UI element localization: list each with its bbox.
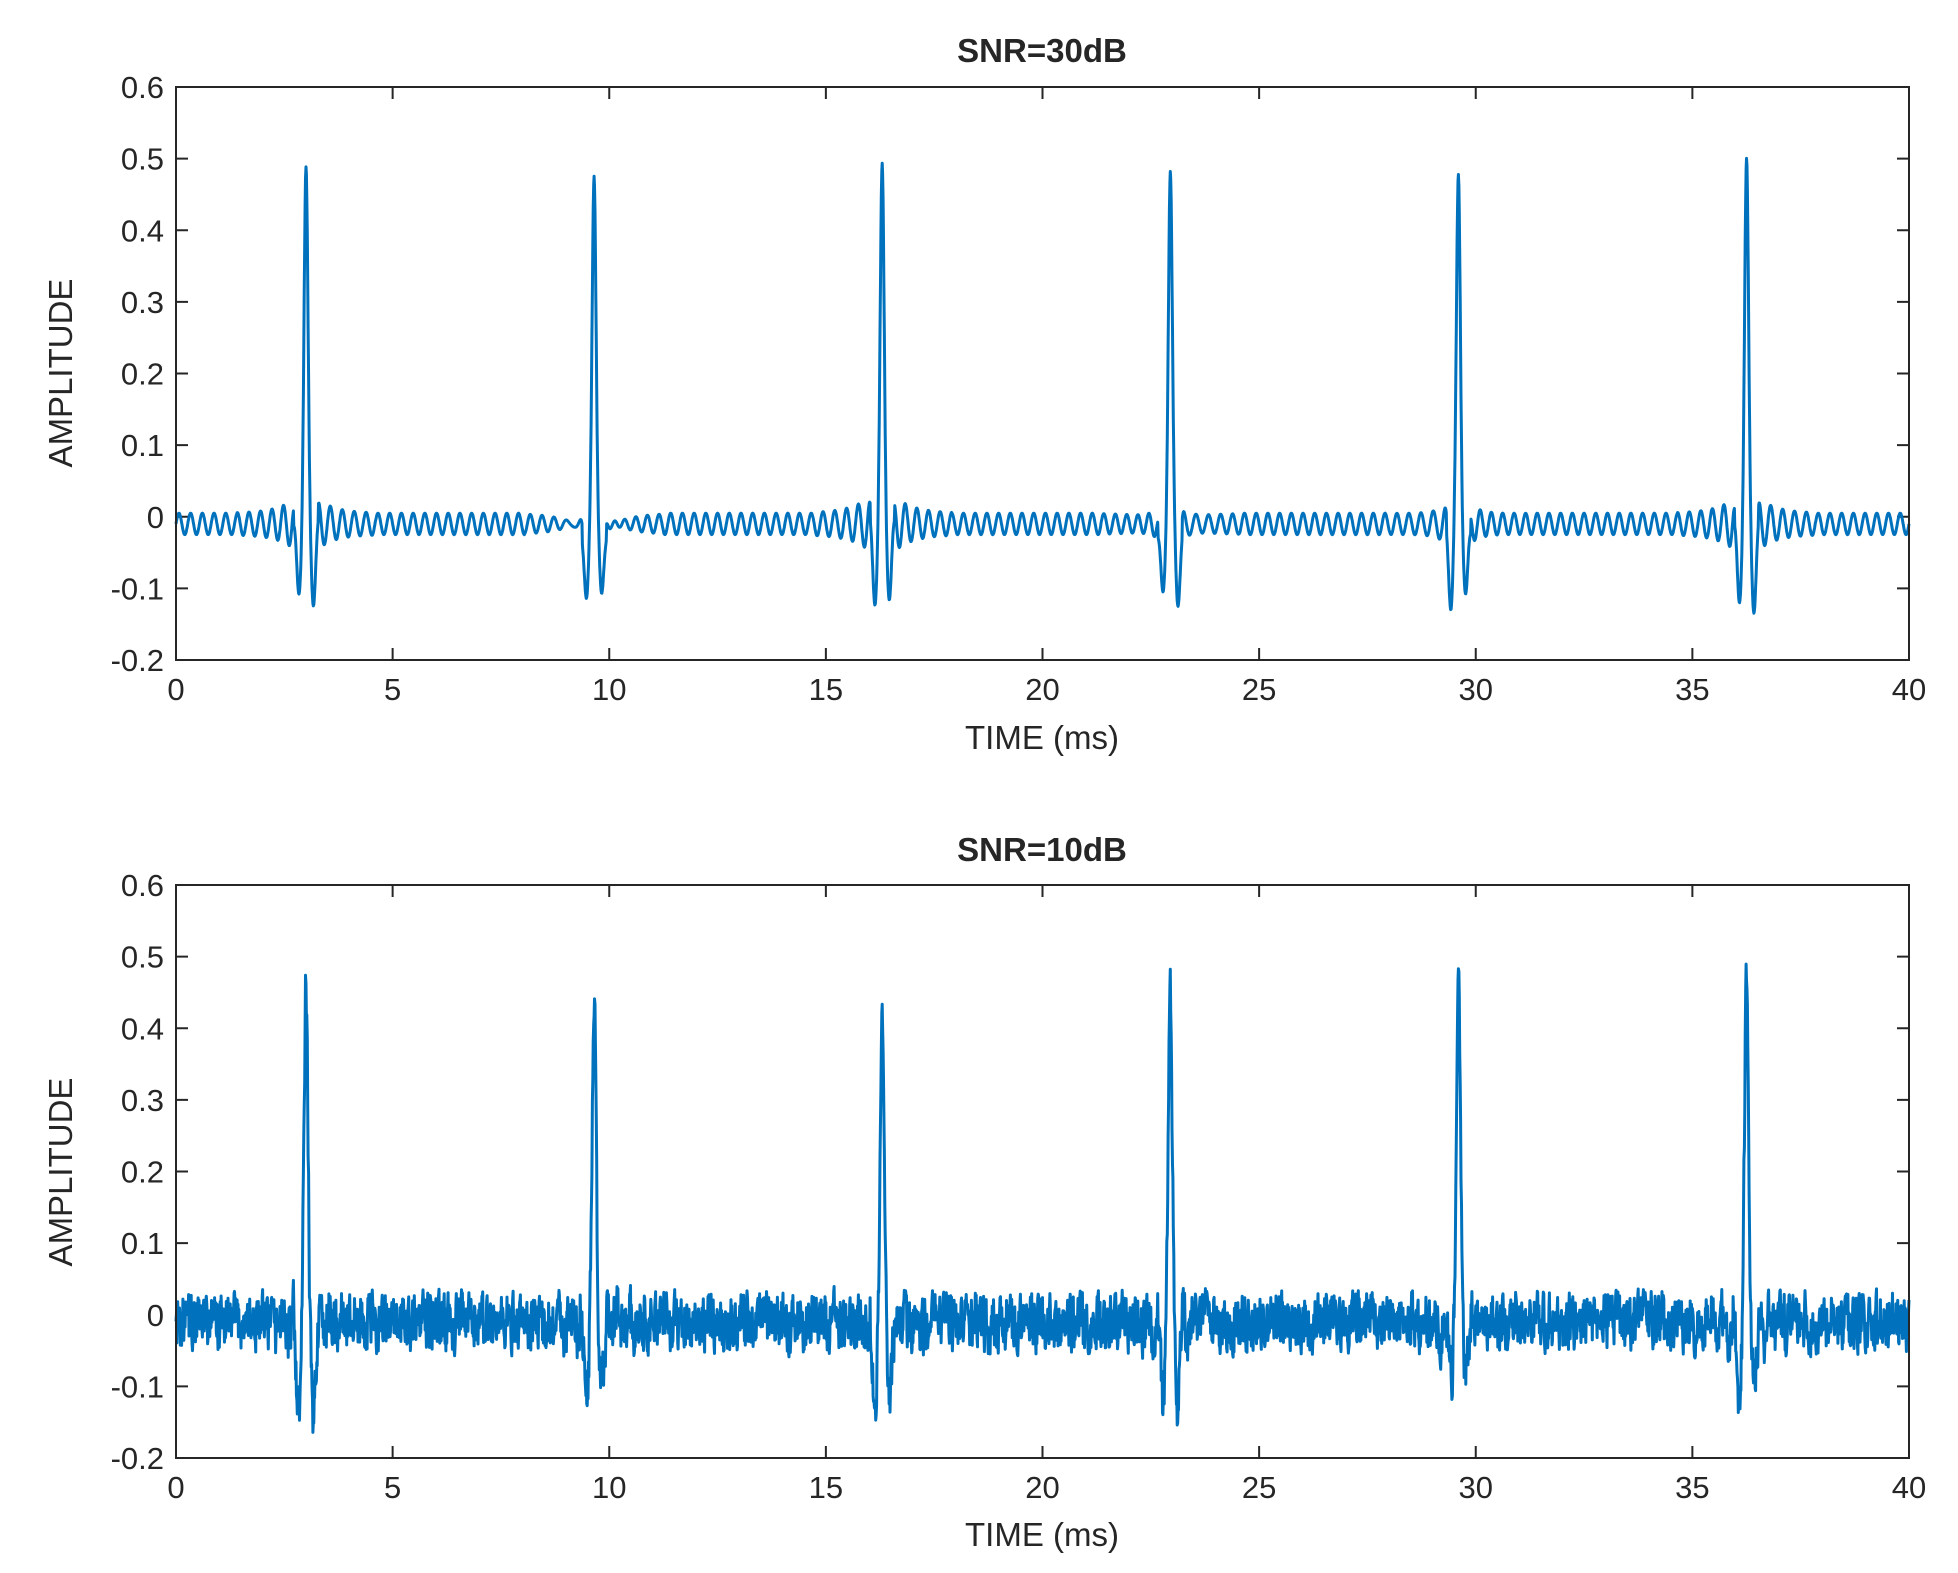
x-tick-label: 30 xyxy=(1459,1470,1493,1505)
y-tick-label: 0.2 xyxy=(121,357,164,392)
chart-title: SNR=10dB xyxy=(957,831,1127,868)
x-tick-label: 10 xyxy=(592,1470,626,1505)
plot-area-frame xyxy=(175,86,1910,661)
x-tick-label: 15 xyxy=(809,672,843,707)
tick-marks xyxy=(175,86,1910,661)
x-axis-label: TIME (ms) xyxy=(965,719,1119,756)
y-tick-labels: -0.2 -0.1 0 0.1 0.2 0.3 0.4 0.5 0.6 xyxy=(111,868,164,1476)
y-tick-label: -0.2 xyxy=(111,643,164,678)
subplot-top: SNR=30dB -0.2 -0.1 0 0.1 0.2 0.3 0.4 0.5 0.6 0 5 1… xyxy=(42,32,1926,756)
subplot-bottom: SNR=10dB -0.2 -0.1 0 0.1 0.2 0.3 0.4 0.5 0.6 0 5 1… xyxy=(42,831,1926,1553)
x-tick-label: 10 xyxy=(592,672,626,707)
y-tick-label: 0.3 xyxy=(121,1083,164,1118)
y-tick-label: -0.1 xyxy=(111,1369,164,1404)
y-tick-label: 0.6 xyxy=(121,868,164,903)
x-tick-label: 20 xyxy=(1025,1470,1059,1505)
y-tick-label: -0.2 xyxy=(111,1441,164,1476)
x-axis-label: TIME (ms) xyxy=(965,1516,1119,1553)
x-tick-label: 35 xyxy=(1675,672,1709,707)
x-tick-label: 25 xyxy=(1242,1470,1276,1505)
y-tick-label: 0.1 xyxy=(121,1226,164,1261)
x-tick-labels: 0 5 10 15 20 25 30 35 40 xyxy=(167,1470,1926,1505)
x-tick-label: 25 xyxy=(1242,672,1276,707)
y-axis-label: AMPLITUDE xyxy=(42,1078,79,1267)
y-tick-label: 0.4 xyxy=(121,1011,164,1046)
x-tick-label: 30 xyxy=(1459,672,1493,707)
x-tick-label: 35 xyxy=(1675,1470,1709,1505)
y-tick-label: 0 xyxy=(147,1298,164,1333)
y-tick-label: 0.6 xyxy=(121,70,164,105)
x-tick-label: 5 xyxy=(384,672,401,707)
series-line xyxy=(174,156,1911,615)
x-tick-label: 0 xyxy=(167,672,184,707)
y-tick-labels: -0.2 -0.1 0 0.1 0.2 0.3 0.4 0.5 0.6 xyxy=(111,70,164,678)
tick-marks xyxy=(175,884,1910,1459)
plot-area-frame xyxy=(175,884,1910,1459)
x-tick-label: 40 xyxy=(1892,1470,1926,1505)
x-tick-label: 15 xyxy=(809,1470,843,1505)
y-tick-label: 0.5 xyxy=(121,940,164,975)
x-tick-label: 40 xyxy=(1892,672,1926,707)
y-tick-label: 0 xyxy=(147,500,164,535)
y-tick-label: 0.1 xyxy=(121,428,164,463)
series-line xyxy=(174,962,1911,1434)
x-tick-labels: 0 5 10 15 20 25 30 35 40 xyxy=(167,672,1926,707)
x-tick-label: 5 xyxy=(384,1470,401,1505)
y-tick-label: -0.1 xyxy=(111,571,164,606)
y-tick-label: 0.2 xyxy=(121,1155,164,1190)
y-tick-label: 0.4 xyxy=(121,213,164,248)
y-tick-label: 0.3 xyxy=(121,285,164,320)
y-axis-label: AMPLITUDE xyxy=(42,279,79,468)
chart-title: SNR=30dB xyxy=(957,32,1127,69)
x-tick-label: 20 xyxy=(1025,672,1059,707)
x-tick-label: 0 xyxy=(167,1470,184,1505)
y-tick-label: 0.5 xyxy=(121,142,164,177)
